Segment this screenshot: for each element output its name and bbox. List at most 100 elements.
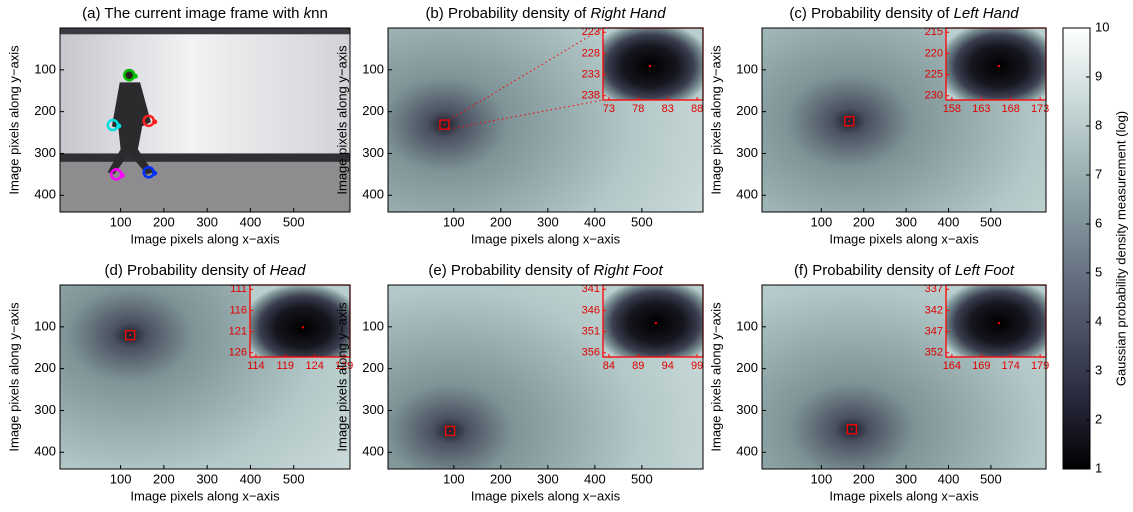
axes-box xyxy=(761,27,1047,213)
title-suffix: nn xyxy=(311,5,328,22)
y-axis-label: Image pixels along y−axis xyxy=(708,45,723,195)
inset-x-tick-label: 73 xyxy=(603,103,615,115)
panel-title: (c) Probability density of Left Hand xyxy=(789,5,1019,22)
x-tick-label: 200 xyxy=(490,214,512,229)
inset-y-tick-label: 215 xyxy=(925,26,943,38)
y-tick-label: 300 xyxy=(736,402,758,417)
y-axis-label: Image pixels along y−axis xyxy=(708,302,723,452)
y-tick-label: 100 xyxy=(362,318,384,333)
title-italic: Right Hand xyxy=(591,5,667,22)
axes-box xyxy=(59,27,351,213)
y-tick-label: 400 xyxy=(34,187,56,202)
inset-y-tick-label: 126 xyxy=(229,347,247,359)
x-tick-label: 500 xyxy=(631,214,653,229)
peak-box xyxy=(124,330,136,341)
x-tick-label: 500 xyxy=(980,471,1002,486)
x-tick-label: 100 xyxy=(443,214,465,229)
inset-y-tick-label: 228 xyxy=(582,47,600,59)
peak-dot xyxy=(848,120,851,123)
x-tick-label: 300 xyxy=(537,214,559,229)
peak-box xyxy=(846,424,858,435)
x-tick-label: 300 xyxy=(196,214,218,229)
title-italic: Left Foot xyxy=(955,262,1015,279)
x-tick-label: 500 xyxy=(283,214,305,229)
inset-peak xyxy=(654,321,658,325)
x-tick-label: 200 xyxy=(153,214,175,229)
x-tick-label: 100 xyxy=(810,214,832,229)
axes-box xyxy=(387,284,704,470)
x-axis-label: Image pixels along x−axis xyxy=(829,231,979,246)
inset-y-tick-label: 223 xyxy=(582,26,600,38)
x-axis-label: Image pixels along x−axis xyxy=(471,488,621,503)
y-tick-label: 400 xyxy=(736,444,758,459)
x-tick-label: 200 xyxy=(853,214,875,229)
y-tick-label: 100 xyxy=(736,61,758,76)
colorbar-tick-label: 8 xyxy=(1095,117,1102,132)
colorbar-tick-label: 6 xyxy=(1095,215,1102,230)
inset-y-tick-label: 342 xyxy=(925,304,943,316)
colorbar-tick-label: 2 xyxy=(1095,411,1102,426)
x-tick-label: 300 xyxy=(196,471,218,486)
y-tick-label: 300 xyxy=(362,402,384,417)
y-tick-label: 300 xyxy=(362,145,384,160)
x-tick-label: 200 xyxy=(853,471,875,486)
colorbar-label: Gaussian probability density measurement… xyxy=(1113,111,1128,386)
inset-x-tick-label: 83 xyxy=(662,103,674,115)
panel-title: (a) The current image frame with knn xyxy=(82,5,328,22)
title-italic: Right Foot xyxy=(593,262,663,279)
x-tick-label: 400 xyxy=(584,471,606,486)
x-tick-label: 300 xyxy=(895,214,917,229)
inset-x-tick-label: 168 xyxy=(1002,103,1020,115)
colorbar-tick-label: 3 xyxy=(1095,362,1102,377)
inset-peak xyxy=(648,64,652,68)
x-tick-label: 500 xyxy=(631,471,653,486)
inset-map xyxy=(249,284,351,358)
knn-dot xyxy=(152,119,158,125)
inset-y-tick-label: 116 xyxy=(229,304,247,316)
title-text: (e) Probability density of xyxy=(428,262,593,279)
x-axis-label: Image pixels along x−axis xyxy=(471,231,621,246)
peak-box xyxy=(444,425,456,437)
colorbar-tick-label: 4 xyxy=(1095,313,1102,328)
person-body xyxy=(107,82,154,175)
x-tick-label: 300 xyxy=(537,471,559,486)
colorbar-tick-label: 10 xyxy=(1095,19,1109,34)
inset-y-tick-label: 220 xyxy=(925,47,943,59)
y-tick-label: 100 xyxy=(34,318,56,333)
inset-x-tick-label: 114 xyxy=(247,360,265,372)
inset-x-tick-label: 94 xyxy=(662,360,674,372)
inset-x-tick-label: 158 xyxy=(943,103,961,115)
y-tick-label: 400 xyxy=(34,444,56,459)
inset-x-tick-label: 163 xyxy=(972,103,990,115)
peak-box xyxy=(439,119,450,130)
x-axis-label: Image pixels along x−axis xyxy=(130,488,280,503)
y-tick-label: 200 xyxy=(362,103,384,118)
x-tick-label: 100 xyxy=(443,471,465,486)
x-axis-label: Image pixels along x−axis xyxy=(829,488,979,503)
inset-x-tick-label: 88 xyxy=(691,103,703,115)
inset-x-tick-label: 129 xyxy=(335,360,353,372)
x-tick-label: 400 xyxy=(938,471,960,486)
colorbar-tick-label: 9 xyxy=(1095,68,1102,83)
inset-y-tick-label: 238 xyxy=(582,90,600,102)
x-tick-label: 100 xyxy=(810,471,832,486)
inset-y-tick-label: 347 xyxy=(925,325,943,337)
title-italic: k xyxy=(304,5,313,22)
x-tick-label: 400 xyxy=(240,214,262,229)
inset-y-tick-label: 230 xyxy=(925,90,943,102)
inset-y-tick-label: 341 xyxy=(582,283,600,295)
y-tick-label: 300 xyxy=(34,145,56,160)
y-tick-label: 400 xyxy=(362,187,384,202)
colorbar-tick-label: 1 xyxy=(1095,460,1102,475)
inset-x-tick-label: 99 xyxy=(691,360,703,372)
inset-y-tick-label: 351 xyxy=(582,325,600,337)
panel-title: (b) Probability density of Right Hand xyxy=(425,5,666,22)
title-text: (f) Probability density of xyxy=(794,262,955,279)
knn-dot xyxy=(119,172,125,178)
y-tick-label: 100 xyxy=(736,318,758,333)
axes-box xyxy=(761,284,1047,470)
x-axis-label: Image pixels along x−axis xyxy=(130,231,280,246)
knn-dot xyxy=(116,123,122,129)
inset-map xyxy=(945,284,1047,358)
inset-y-tick-label: 111 xyxy=(230,283,247,295)
